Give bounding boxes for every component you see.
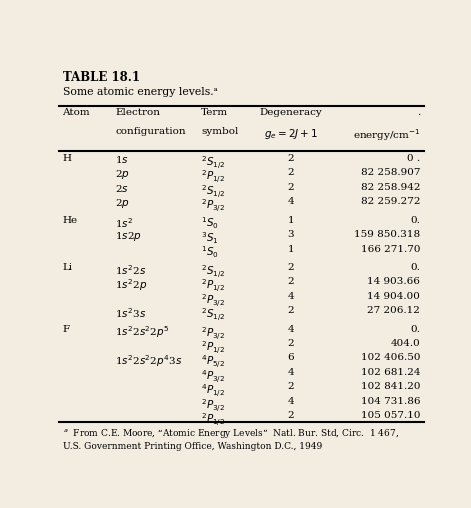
- Text: Electron: Electron: [115, 108, 161, 117]
- Text: $^4P_{1/2}$: $^4P_{1/2}$: [201, 383, 225, 399]
- Text: $g_e = 2J + 1$: $g_e = 2J + 1$: [264, 127, 318, 141]
- Text: $^a$  From C.E. Moore, “Atomic Energy Levels”  Natl. Bur. Std, Circ.  1 467,: $^a$ From C.E. Moore, “Atomic Energy Lev…: [63, 427, 398, 440]
- Text: 27 206.12: 27 206.12: [367, 306, 420, 315]
- Text: F: F: [63, 325, 70, 334]
- Text: Term: Term: [201, 108, 228, 117]
- Text: 3: 3: [287, 230, 294, 239]
- Text: U.S. Government Printing Office, Washington D.C., 1949: U.S. Government Printing Office, Washing…: [63, 442, 322, 451]
- Text: Li: Li: [63, 263, 73, 272]
- Text: 102 841.20: 102 841.20: [361, 383, 420, 391]
- Text: 2$p$: 2$p$: [115, 169, 130, 181]
- Text: 0.: 0.: [410, 263, 420, 272]
- Text: 1$s^2$2$s^2$2$p^5$: 1$s^2$2$s^2$2$p^5$: [115, 325, 170, 340]
- Text: $^4P_{3/2}$: $^4P_{3/2}$: [201, 368, 225, 385]
- Text: $^2P_{3/2}$: $^2P_{3/2}$: [201, 397, 225, 414]
- Text: 1$s^2$2$s$: 1$s^2$2$s$: [115, 263, 146, 277]
- Text: H: H: [63, 154, 72, 163]
- Text: 1$s^2$3$s$: 1$s^2$3$s$: [115, 306, 146, 320]
- Text: configuration: configuration: [115, 127, 186, 136]
- Text: 159 850.318: 159 850.318: [354, 230, 420, 239]
- Text: $^2S_{1/2}$: $^2S_{1/2}$: [201, 306, 226, 323]
- Text: 2: 2: [287, 263, 294, 272]
- Text: $^2S_{1/2}$: $^2S_{1/2}$: [201, 263, 226, 280]
- Text: 2: 2: [287, 154, 294, 163]
- Text: 1$s$2$p$: 1$s$2$p$: [115, 230, 142, 243]
- Text: 4: 4: [287, 368, 294, 377]
- Text: $^2P_{1/2}$: $^2P_{1/2}$: [201, 339, 225, 356]
- Text: 14 903.66: 14 903.66: [367, 277, 420, 287]
- Text: TABLE 18.1: TABLE 18.1: [63, 71, 139, 84]
- Text: 2: 2: [287, 383, 294, 391]
- Text: $^3S_1$: $^3S_1$: [201, 230, 219, 246]
- Text: 4: 4: [287, 325, 294, 334]
- Text: 2: 2: [287, 339, 294, 348]
- Text: $^2S_{1/2}$: $^2S_{1/2}$: [201, 154, 226, 171]
- Text: 6: 6: [287, 354, 294, 362]
- Text: $^4P_{5/2}$: $^4P_{5/2}$: [201, 354, 225, 370]
- Text: $^1S_0$: $^1S_0$: [201, 216, 219, 231]
- Text: 2$p$: 2$p$: [115, 197, 130, 210]
- Text: $^1S_0$: $^1S_0$: [201, 244, 219, 260]
- Text: 0.: 0.: [410, 216, 420, 225]
- Text: $^2P_{3/2}$: $^2P_{3/2}$: [201, 325, 225, 341]
- Text: symbol: symbol: [201, 127, 239, 136]
- Text: 1$s^2$2$p$: 1$s^2$2$p$: [115, 277, 147, 293]
- Text: 0.: 0.: [410, 325, 420, 334]
- Text: 4: 4: [287, 397, 294, 406]
- Text: 14 904.00: 14 904.00: [367, 292, 420, 301]
- Text: 1: 1: [287, 216, 294, 225]
- Text: 82 258.907: 82 258.907: [361, 169, 420, 177]
- Text: 82 258.942: 82 258.942: [361, 183, 420, 192]
- Text: $^2S_{1/2}$: $^2S_{1/2}$: [201, 183, 226, 200]
- Text: 1$s^2$: 1$s^2$: [115, 216, 134, 230]
- Text: 166 271.70: 166 271.70: [361, 244, 420, 253]
- Text: 2: 2: [287, 183, 294, 192]
- Text: $^2P_{3/2}$: $^2P_{3/2}$: [201, 292, 225, 309]
- Text: .: .: [417, 108, 420, 117]
- Text: 2: 2: [287, 411, 294, 420]
- Text: $^2P_{1/2}$: $^2P_{1/2}$: [201, 411, 225, 428]
- Text: 0 .: 0 .: [407, 154, 420, 163]
- Text: 1$s$: 1$s$: [115, 154, 129, 165]
- Text: $^2P_{1/2}$: $^2P_{1/2}$: [201, 169, 225, 185]
- Text: Degeneracy: Degeneracy: [260, 108, 322, 117]
- Text: Some atomic energy levels.ᵃ: Some atomic energy levels.ᵃ: [63, 87, 218, 97]
- Text: $^2P_{1/2}$: $^2P_{1/2}$: [201, 277, 225, 294]
- Text: 1: 1: [287, 244, 294, 253]
- Text: 2: 2: [287, 169, 294, 177]
- Text: 82 259.272: 82 259.272: [361, 197, 420, 206]
- Text: He: He: [63, 216, 78, 225]
- Text: 4: 4: [287, 197, 294, 206]
- Text: 102 406.50: 102 406.50: [361, 354, 420, 362]
- Text: 4: 4: [287, 292, 294, 301]
- Text: 1$s^2$2$s^2$2$p^4$3$s$: 1$s^2$2$s^2$2$p^4$3$s$: [115, 354, 183, 369]
- Text: 2: 2: [287, 277, 294, 287]
- Text: 2$s$: 2$s$: [115, 183, 129, 194]
- Text: 105 057.10: 105 057.10: [361, 411, 420, 420]
- Text: energy/cm$^{-1}$: energy/cm$^{-1}$: [352, 127, 420, 143]
- Text: 404.0: 404.0: [390, 339, 420, 348]
- Text: Atom: Atom: [63, 108, 90, 117]
- Text: $^2P_{3/2}$: $^2P_{3/2}$: [201, 197, 225, 214]
- Text: 104 731.86: 104 731.86: [361, 397, 420, 406]
- Text: 2: 2: [287, 306, 294, 315]
- Text: 102 681.24: 102 681.24: [361, 368, 420, 377]
